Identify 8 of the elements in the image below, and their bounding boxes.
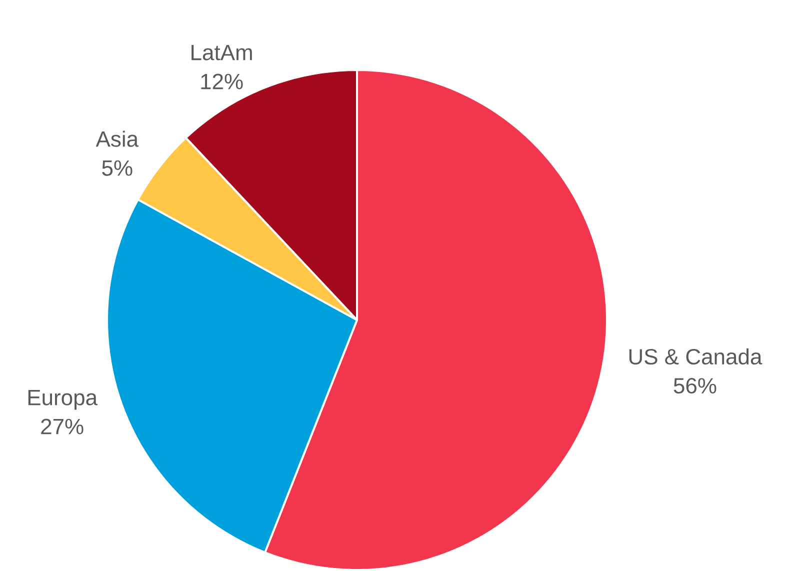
data-label: 27% [41, 418, 84, 434]
data-label: 5% [102, 160, 132, 176]
slice-label: Europa [28, 390, 98, 410]
slice-label: Asia [96, 130, 139, 147]
data-label: 56% [674, 378, 716, 394]
data-label: 12% [201, 74, 243, 90]
slice-label: LatAm [192, 44, 252, 60]
slice-label: US & Canada [629, 348, 762, 365]
